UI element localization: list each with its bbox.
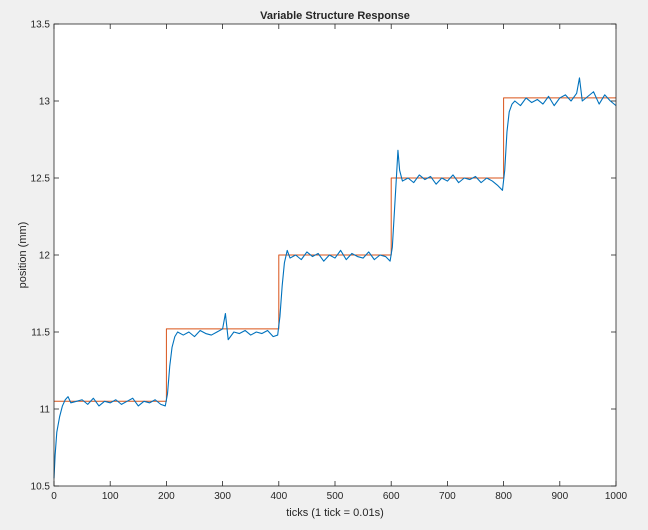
x-tick-label: 700 — [439, 491, 456, 502]
x-tick-label: 1000 — [605, 491, 628, 502]
x-tick-label: 500 — [327, 491, 344, 502]
x-tick-label: 100 — [102, 491, 119, 502]
x-axis-label: ticks (1 tick = 0.01s) — [286, 507, 384, 519]
y-axis-label: position (mm) — [17, 222, 29, 289]
y-tick-label: 12.5 — [31, 174, 51, 185]
x-tick-label: 200 — [158, 491, 175, 502]
y-tick-label: 12 — [39, 251, 51, 262]
x-tick-label: 300 — [214, 491, 231, 502]
x-tick-label: 900 — [551, 491, 568, 502]
series-layer — [53, 77, 617, 479]
x-tick-label: 800 — [495, 491, 512, 502]
series-line-response — [53, 77, 617, 479]
y-tick-label: 11.5 — [31, 328, 50, 339]
x-tick-label: 400 — [270, 491, 287, 502]
x-axis: 0 100 200 300 400 500 600 700 800 900 1000 — [51, 24, 628, 502]
y-tick-label: 13.5 — [31, 20, 51, 31]
y-tick-label: 13 — [39, 97, 51, 108]
x-tick-label: 0 — [51, 491, 57, 502]
y-tick-label: 10.5 — [31, 482, 51, 493]
chart-title: Variable Structure Response — [260, 10, 410, 22]
x-tick-label: 600 — [383, 491, 400, 502]
series-line-setpoint — [54, 97, 616, 402]
y-axis: 10.5 11 11.5 12 12.5 13 13.5 — [31, 20, 616, 493]
y-tick-label: 11 — [40, 405, 51, 416]
